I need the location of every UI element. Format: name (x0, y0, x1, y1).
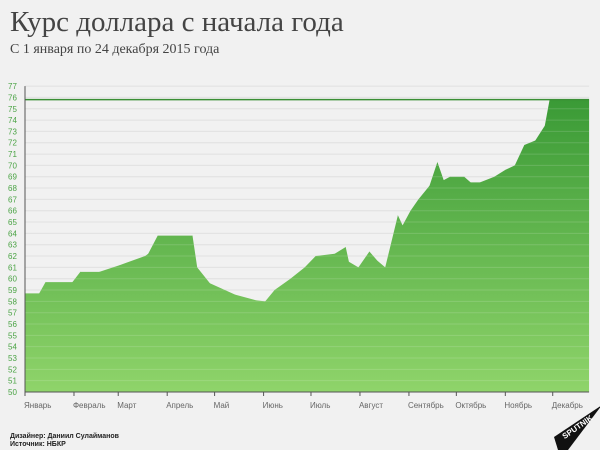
x-tick-label: Февраль (73, 401, 106, 410)
chart-subtitle: С 1 января по 24 декабря 2015 года (10, 42, 220, 57)
x-tick-label: Май (214, 401, 230, 410)
y-tick-label: 67 (8, 195, 17, 204)
y-tick-label: 53 (8, 354, 17, 363)
y-tick-label: 54 (8, 343, 17, 352)
area-series (25, 99, 590, 392)
sputnik-logo: SPUTNIK (554, 406, 600, 450)
y-tick-label: 58 (8, 297, 17, 306)
y-tick-label: 66 (8, 207, 17, 216)
y-tick-label: 51 (8, 377, 17, 386)
x-tick-label: Июнь (263, 401, 283, 410)
y-tick-label: 68 (8, 184, 17, 193)
source-credit: Источник: НБКР (10, 441, 66, 448)
x-tick-label: Ноябрь (504, 401, 532, 410)
credits: Дизайнер: Даниил Сулайманов Источник: НБ… (10, 433, 119, 449)
y-tick-label: 76 (8, 93, 17, 102)
y-tick-label: 70 (8, 161, 17, 170)
designer-credit: Дизайнер: Даниил Сулайманов (10, 433, 119, 440)
y-tick-label: 64 (8, 229, 17, 238)
y-tick-label: 73 (8, 127, 17, 136)
y-tick-label: 55 (8, 331, 17, 340)
y-tick-label: 61 (8, 263, 17, 272)
y-tick-label: 69 (8, 173, 17, 182)
x-tick-label: Январь (24, 401, 51, 410)
y-tick-label: 65 (8, 218, 17, 227)
x-tick-label: Апрель (166, 401, 193, 410)
x-tick-label: Март (117, 401, 136, 410)
y-tick-label: 63 (8, 241, 17, 250)
y-tick-label: 77 (8, 82, 17, 91)
x-tick-label: Август (359, 401, 383, 410)
y-tick-label: 52 (8, 365, 17, 374)
x-tick-label: Октябрь (455, 401, 486, 410)
y-tick-label: 56 (8, 320, 17, 329)
y-tick-label: 59 (8, 286, 17, 295)
y-tick-label: 74 (8, 116, 17, 125)
y-tick-label: 71 (8, 150, 17, 159)
y-tick-label: 62 (8, 252, 17, 261)
y-tick-label: 60 (8, 275, 17, 284)
y-tick-label: 57 (8, 309, 17, 318)
y-tick-label: 50 (8, 388, 17, 397)
y-tick-label: 72 (8, 139, 17, 148)
y-tick-label: 75 (8, 105, 17, 114)
x-tick-label: Декабрь (552, 401, 583, 410)
x-tick-label: Сентябрь (408, 401, 444, 410)
x-tick-label: Июль (310, 401, 330, 410)
chart-title: Курс доллара с начала года (10, 6, 344, 38)
